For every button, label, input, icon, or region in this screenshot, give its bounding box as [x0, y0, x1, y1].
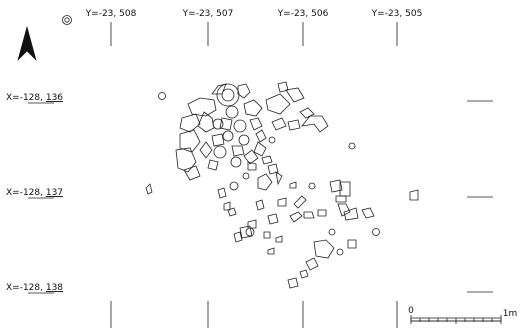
y-grid-label: Y=-23, 506 [277, 9, 329, 19]
y-grid-label: Y=-23, 508 [85, 9, 137, 19]
reference-circle-icon [62, 15, 72, 25]
y-grid-label: Y=-23, 505 [371, 9, 423, 19]
scale-end-label: 1m [503, 309, 518, 319]
scale-start-label: 0 [408, 306, 414, 316]
stone-features [145, 81, 419, 289]
svg-text:X=-128, 136: X=-128, 136 [6, 93, 63, 103]
x-grid-label: X=-128, 138 [6, 283, 63, 293]
svg-text:X=-128, 137: X=-128, 137 [6, 188, 63, 198]
north-arrow-icon [17, 25, 37, 62]
svg-text:X=-128, 138: X=-128, 138 [6, 283, 63, 293]
y-grid-label: Y=-23, 507 [182, 9, 234, 19]
x-grid-label: X=-128, 136 [6, 93, 63, 103]
x-grid-label: X=-128, 137 [6, 188, 63, 198]
scale-bar: 0 1m [408, 306, 517, 324]
